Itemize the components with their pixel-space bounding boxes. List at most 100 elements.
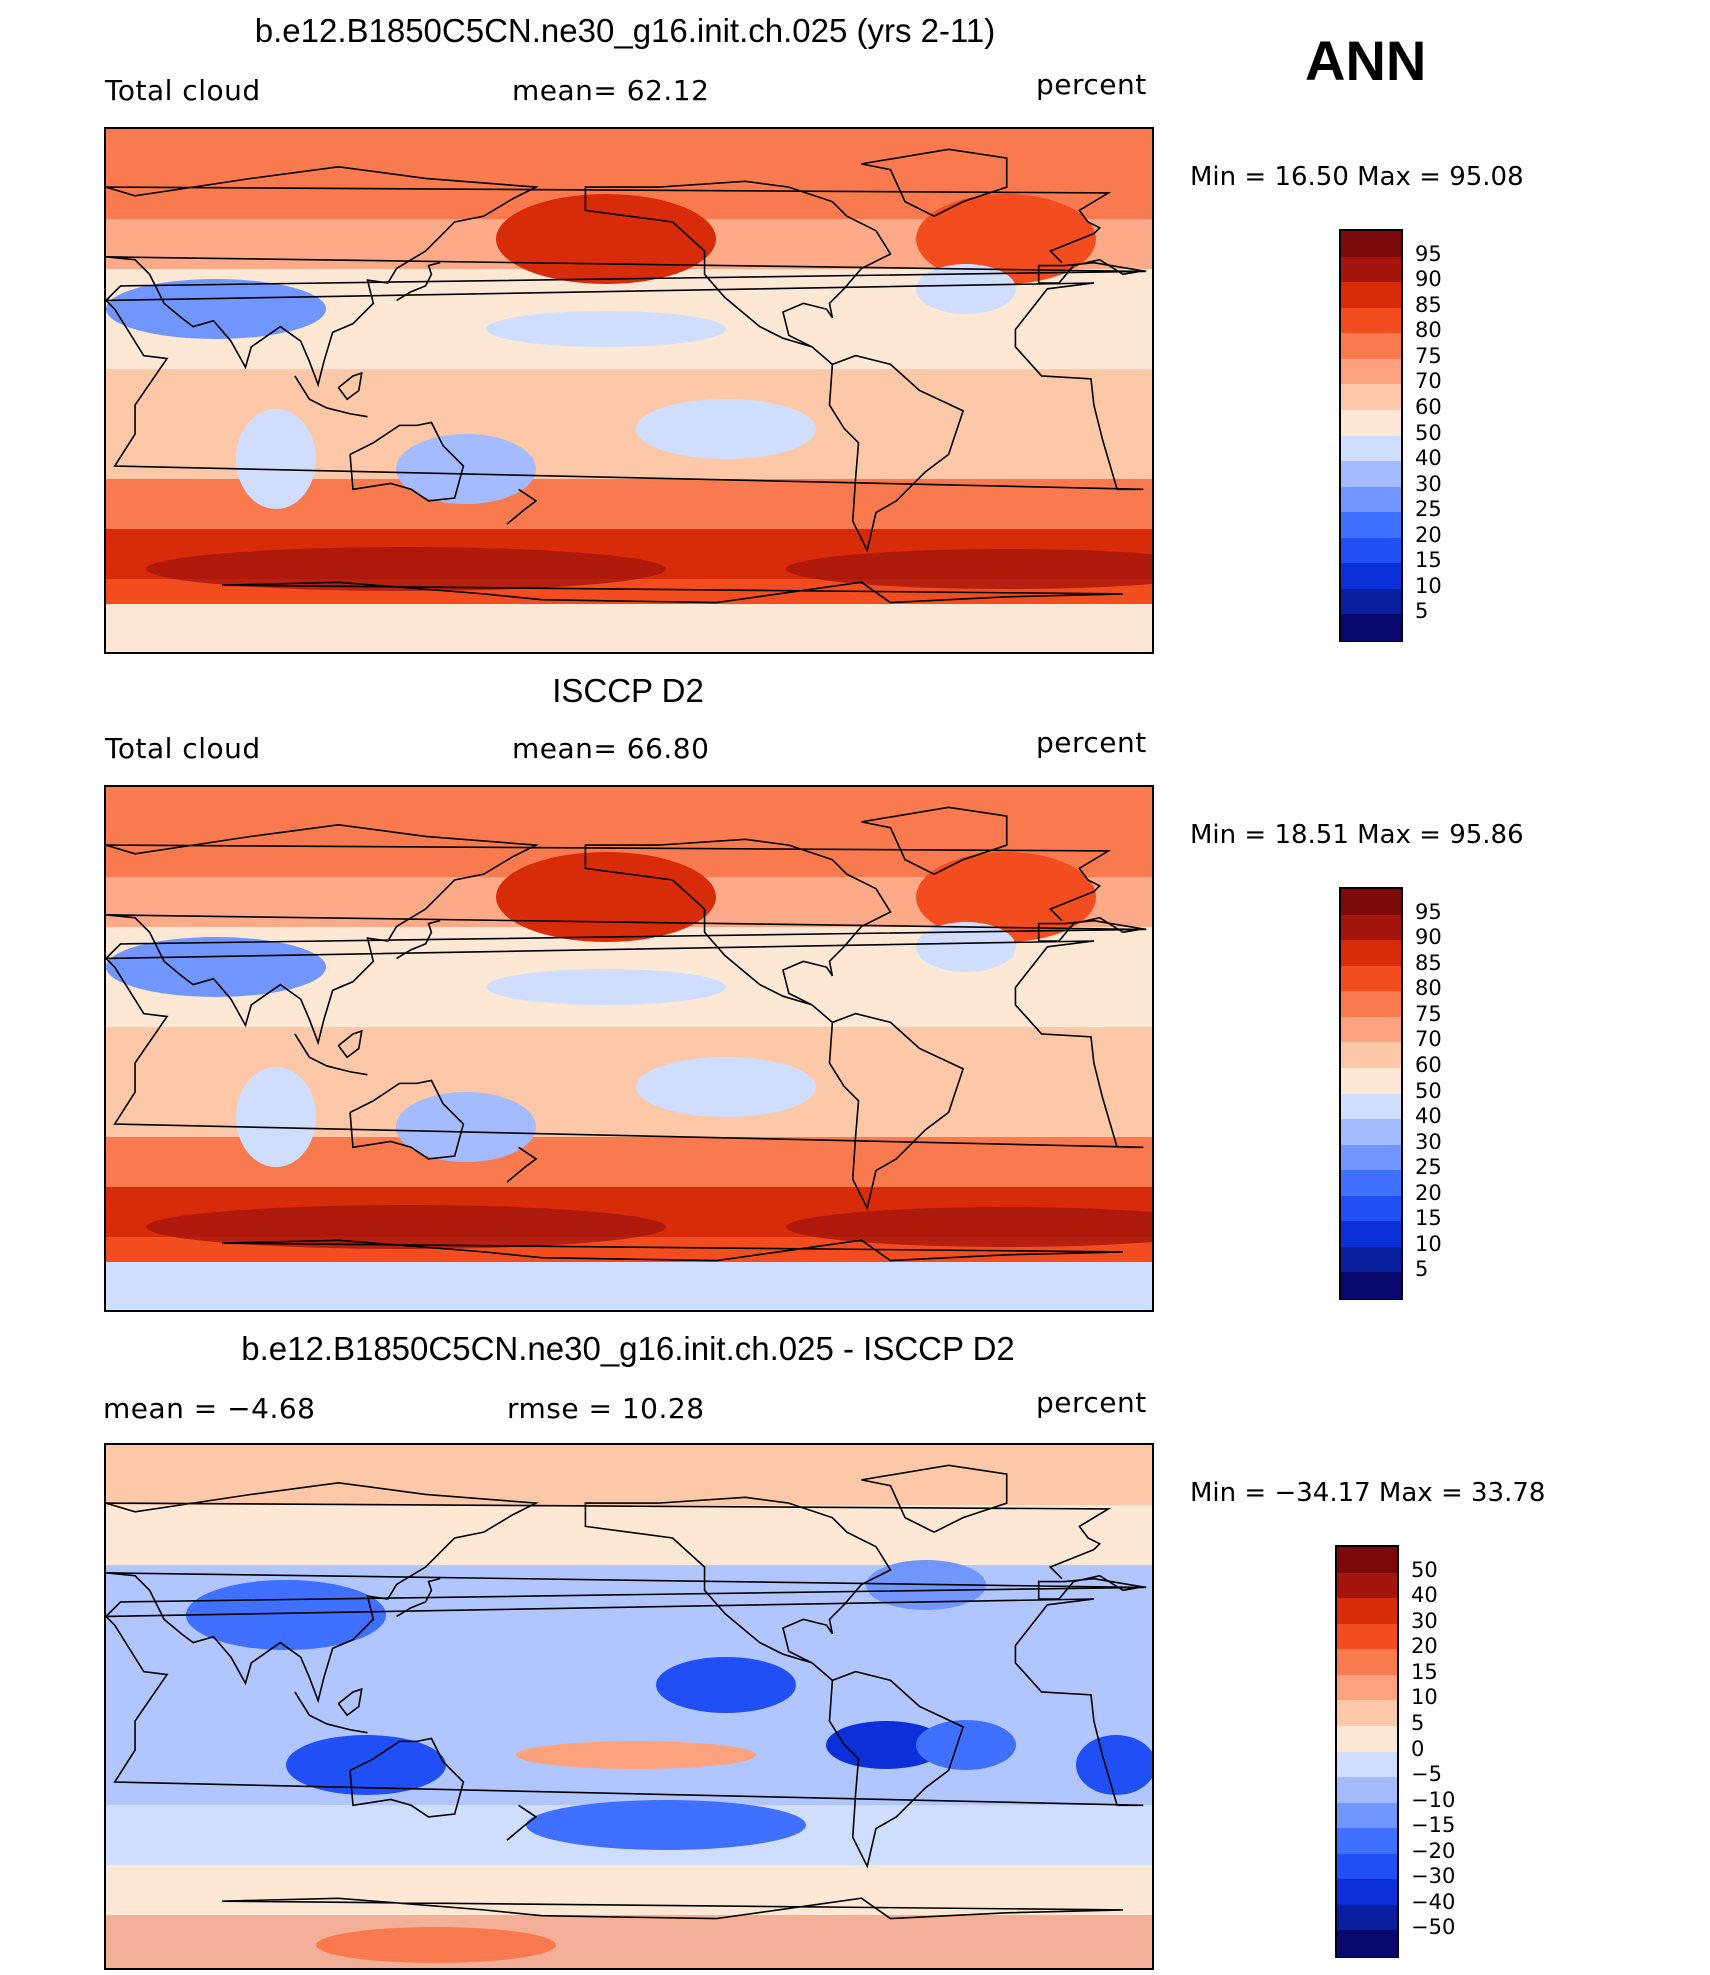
colorbar-tick-label: 40 — [1411, 1583, 1438, 1608]
colorbar-tick-label: 30 — [1415, 1129, 1442, 1154]
colorbar-tick-label: 75 — [1415, 343, 1442, 368]
colorbar-swatch — [1341, 889, 1401, 917]
colorbar-tick-label: −20 — [1411, 1838, 1456, 1863]
panel-1-variable-label: Total cloud — [105, 74, 261, 107]
panel-1-map — [104, 127, 1154, 654]
panel-3-map — [104, 1443, 1154, 1970]
colorbar-swatch — [1341, 1272, 1401, 1299]
colorbar-tick-label: 15 — [1415, 1206, 1442, 1231]
panel-1-colorbar — [1339, 229, 1403, 642]
colorbar-tick-label: 0 — [1411, 1736, 1425, 1761]
colorbar-tick-label: 60 — [1415, 1052, 1442, 1077]
colorbar-tick-label: 50 — [1411, 1557, 1438, 1582]
colorbar-swatch — [1337, 1853, 1397, 1881]
colorbar-swatch — [1337, 1904, 1397, 1932]
colorbar-tick-label: −30 — [1411, 1864, 1456, 1889]
panel-1-title: b.e12.B1850C5CN.ne30_g16.init.ch.025 (yr… — [254, 12, 996, 49]
colorbar-swatch — [1341, 486, 1401, 514]
colorbar-swatch — [1337, 1777, 1397, 1805]
colorbar-tick-label: 40 — [1415, 446, 1442, 471]
panel-3-title: b.e12.B1850C5CN.ne30_g16.init.ch.025 - I… — [241, 1330, 1015, 1367]
colorbar-swatch — [1337, 1649, 1397, 1677]
colorbar-tick-label: −50 — [1411, 1915, 1456, 1940]
colorbar-swatch — [1341, 965, 1401, 993]
colorbar-swatch — [1341, 512, 1401, 540]
panel-1-minmax: Min = 16.50 Max = 95.08 — [1190, 162, 1524, 192]
panel-3-minmax: Min = −34.17 Max = 33.78 — [1190, 1478, 1546, 1508]
colorbar-tick-label: 90 — [1415, 267, 1442, 292]
colorbar-swatch — [1337, 1598, 1397, 1626]
colorbar-swatch — [1341, 940, 1401, 968]
panel-2-variable-label: Total cloud — [105, 732, 261, 765]
colorbar-swatch — [1337, 1725, 1397, 1753]
panel-2-units-label: percent — [1036, 726, 1147, 759]
colorbar-tick-label: −5 — [1411, 1762, 1442, 1787]
colorbar-tick-label: 70 — [1415, 369, 1442, 394]
colorbar-swatch — [1337, 1700, 1397, 1728]
colorbar-tick-label: 95 — [1415, 899, 1442, 924]
panel-2-minmax: Min = 18.51 Max = 95.86 — [1190, 820, 1524, 850]
colorbar-swatch — [1341, 537, 1401, 565]
colorbar-tick-label: 15 — [1415, 548, 1442, 573]
panel-3-rmse-label: rmse = 10.28 — [507, 1392, 705, 1425]
colorbar-swatch — [1341, 307, 1401, 335]
colorbar-tick-label: 50 — [1415, 1078, 1442, 1103]
colorbar-swatch — [1337, 1623, 1397, 1651]
colorbar-swatch — [1341, 614, 1401, 641]
season-label: ANN — [1305, 29, 1427, 92]
panel-2-colorbar — [1339, 887, 1403, 1300]
panel-2-mean-label: mean= 66.80 — [512, 732, 710, 765]
colorbar-swatch — [1341, 1144, 1401, 1172]
colorbar-tick-label: 95 — [1415, 241, 1442, 266]
panel-3-mean-label: mean = −4.68 — [103, 1392, 316, 1425]
colorbar-swatch — [1337, 1828, 1397, 1856]
colorbar-tick-label: 20 — [1415, 1180, 1442, 1205]
panel-3-units-label: percent — [1036, 1386, 1147, 1419]
colorbar-swatch — [1341, 358, 1401, 386]
colorbar-tick-label: 5 — [1411, 1710, 1425, 1735]
colorbar-swatch — [1337, 1547, 1397, 1575]
colorbar-tick-label: 60 — [1415, 394, 1442, 419]
colorbar-tick-label: 20 — [1415, 522, 1442, 547]
colorbar-swatch — [1341, 409, 1401, 437]
colorbar-swatch — [1341, 282, 1401, 310]
colorbar-swatch — [1341, 384, 1401, 412]
colorbar-tick-label: 50 — [1415, 420, 1442, 445]
colorbar-tick-label: 10 — [1415, 573, 1442, 598]
colorbar-swatch — [1341, 1093, 1401, 1121]
colorbar-tick-label: 75 — [1415, 1001, 1442, 1026]
colorbar-swatch — [1341, 1119, 1401, 1147]
colorbar-tick-label: 40 — [1415, 1104, 1442, 1129]
colorbar-swatch — [1341, 1016, 1401, 1044]
colorbar-tick-label: 70 — [1415, 1027, 1442, 1052]
colorbar-swatch — [1337, 1751, 1397, 1779]
colorbar-tick-label: −40 — [1411, 1889, 1456, 1914]
colorbar-tick-label: 30 — [1415, 471, 1442, 496]
colorbar-tick-label: −15 — [1411, 1813, 1456, 1838]
colorbar-swatch — [1341, 435, 1401, 463]
colorbar-swatch — [1337, 1674, 1397, 1702]
colorbar-tick-label: 5 — [1415, 599, 1429, 624]
colorbar-tick-label: 80 — [1415, 318, 1442, 343]
colorbar-swatch — [1341, 1170, 1401, 1198]
colorbar-swatch — [1337, 1930, 1397, 1957]
colorbar-swatch — [1341, 333, 1401, 361]
panel-2-map — [104, 785, 1154, 1312]
colorbar-swatch — [1341, 461, 1401, 489]
colorbar-tick-label: 25 — [1415, 497, 1442, 522]
colorbar-swatch — [1341, 1067, 1401, 1095]
panel-1-mean-label: mean= 62.12 — [512, 74, 710, 107]
panel-2-title: ISCCP D2 — [552, 672, 704, 709]
colorbar-tick-label: 5 — [1415, 1257, 1429, 1282]
colorbar-swatch — [1341, 1195, 1401, 1223]
colorbar-swatch — [1341, 1042, 1401, 1070]
panel-3-colorbar — [1335, 1545, 1399, 1958]
panel-1-units-label: percent — [1036, 68, 1147, 101]
colorbar-swatch — [1337, 1572, 1397, 1600]
colorbar-swatch — [1341, 1221, 1401, 1249]
colorbar-tick-label: 90 — [1415, 925, 1442, 950]
colorbar-tick-label: 25 — [1415, 1155, 1442, 1180]
colorbar-swatch — [1341, 1246, 1401, 1274]
colorbar-swatch — [1337, 1802, 1397, 1830]
colorbar-tick-label: 20 — [1411, 1634, 1438, 1659]
